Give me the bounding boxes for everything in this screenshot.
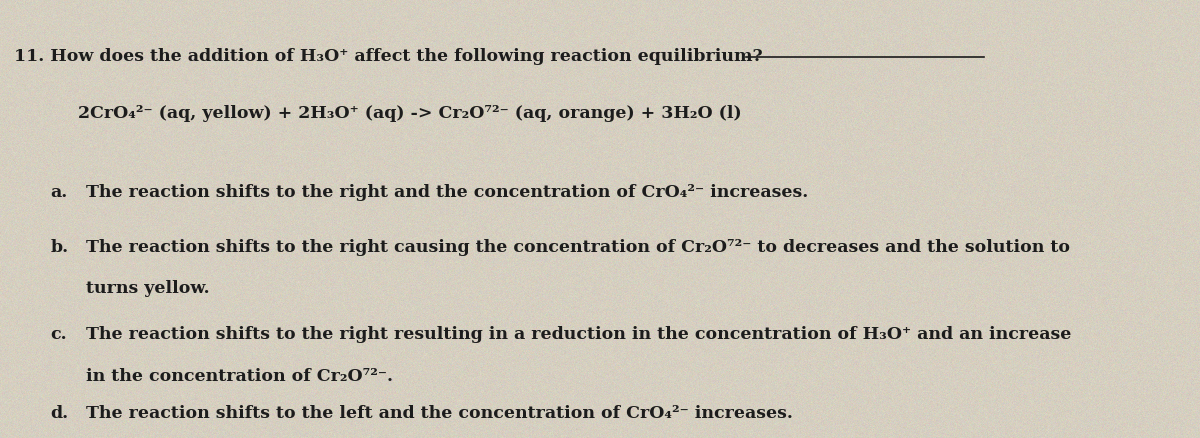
Text: b.: b. — [50, 239, 68, 256]
Text: a.: a. — [50, 184, 67, 201]
Text: in the concentration of Cr₂O⁷²⁻.: in the concentration of Cr₂O⁷²⁻. — [86, 368, 394, 385]
Text: The reaction shifts to the right resulting in a reduction in the concentration o: The reaction shifts to the right resulti… — [86, 326, 1072, 343]
Text: turns yellow.: turns yellow. — [86, 280, 210, 297]
Text: The reaction shifts to the left and the concentration of CrO₄²⁻ increases.: The reaction shifts to the left and the … — [86, 405, 793, 422]
Text: d.: d. — [50, 405, 68, 422]
Text: The reaction shifts to the right and the concentration of CrO₄²⁻ increases.: The reaction shifts to the right and the… — [86, 184, 809, 201]
Text: 11. How does the addition of H₃O⁺ affect the following reaction equilibrium?: 11. How does the addition of H₃O⁺ affect… — [14, 48, 763, 65]
Text: The reaction shifts to the right causing the concentration of Cr₂O⁷²⁻ to decreas: The reaction shifts to the right causing… — [86, 239, 1070, 256]
Text: c.: c. — [50, 326, 67, 343]
Text: 2CrO₄²⁻ (aq, yellow) + 2H₃O⁺ (aq) -> Cr₂O⁷²⁻ (aq, orange) + 3H₂O (l): 2CrO₄²⁻ (aq, yellow) + 2H₃O⁺ (aq) -> Cr₂… — [78, 105, 742, 122]
